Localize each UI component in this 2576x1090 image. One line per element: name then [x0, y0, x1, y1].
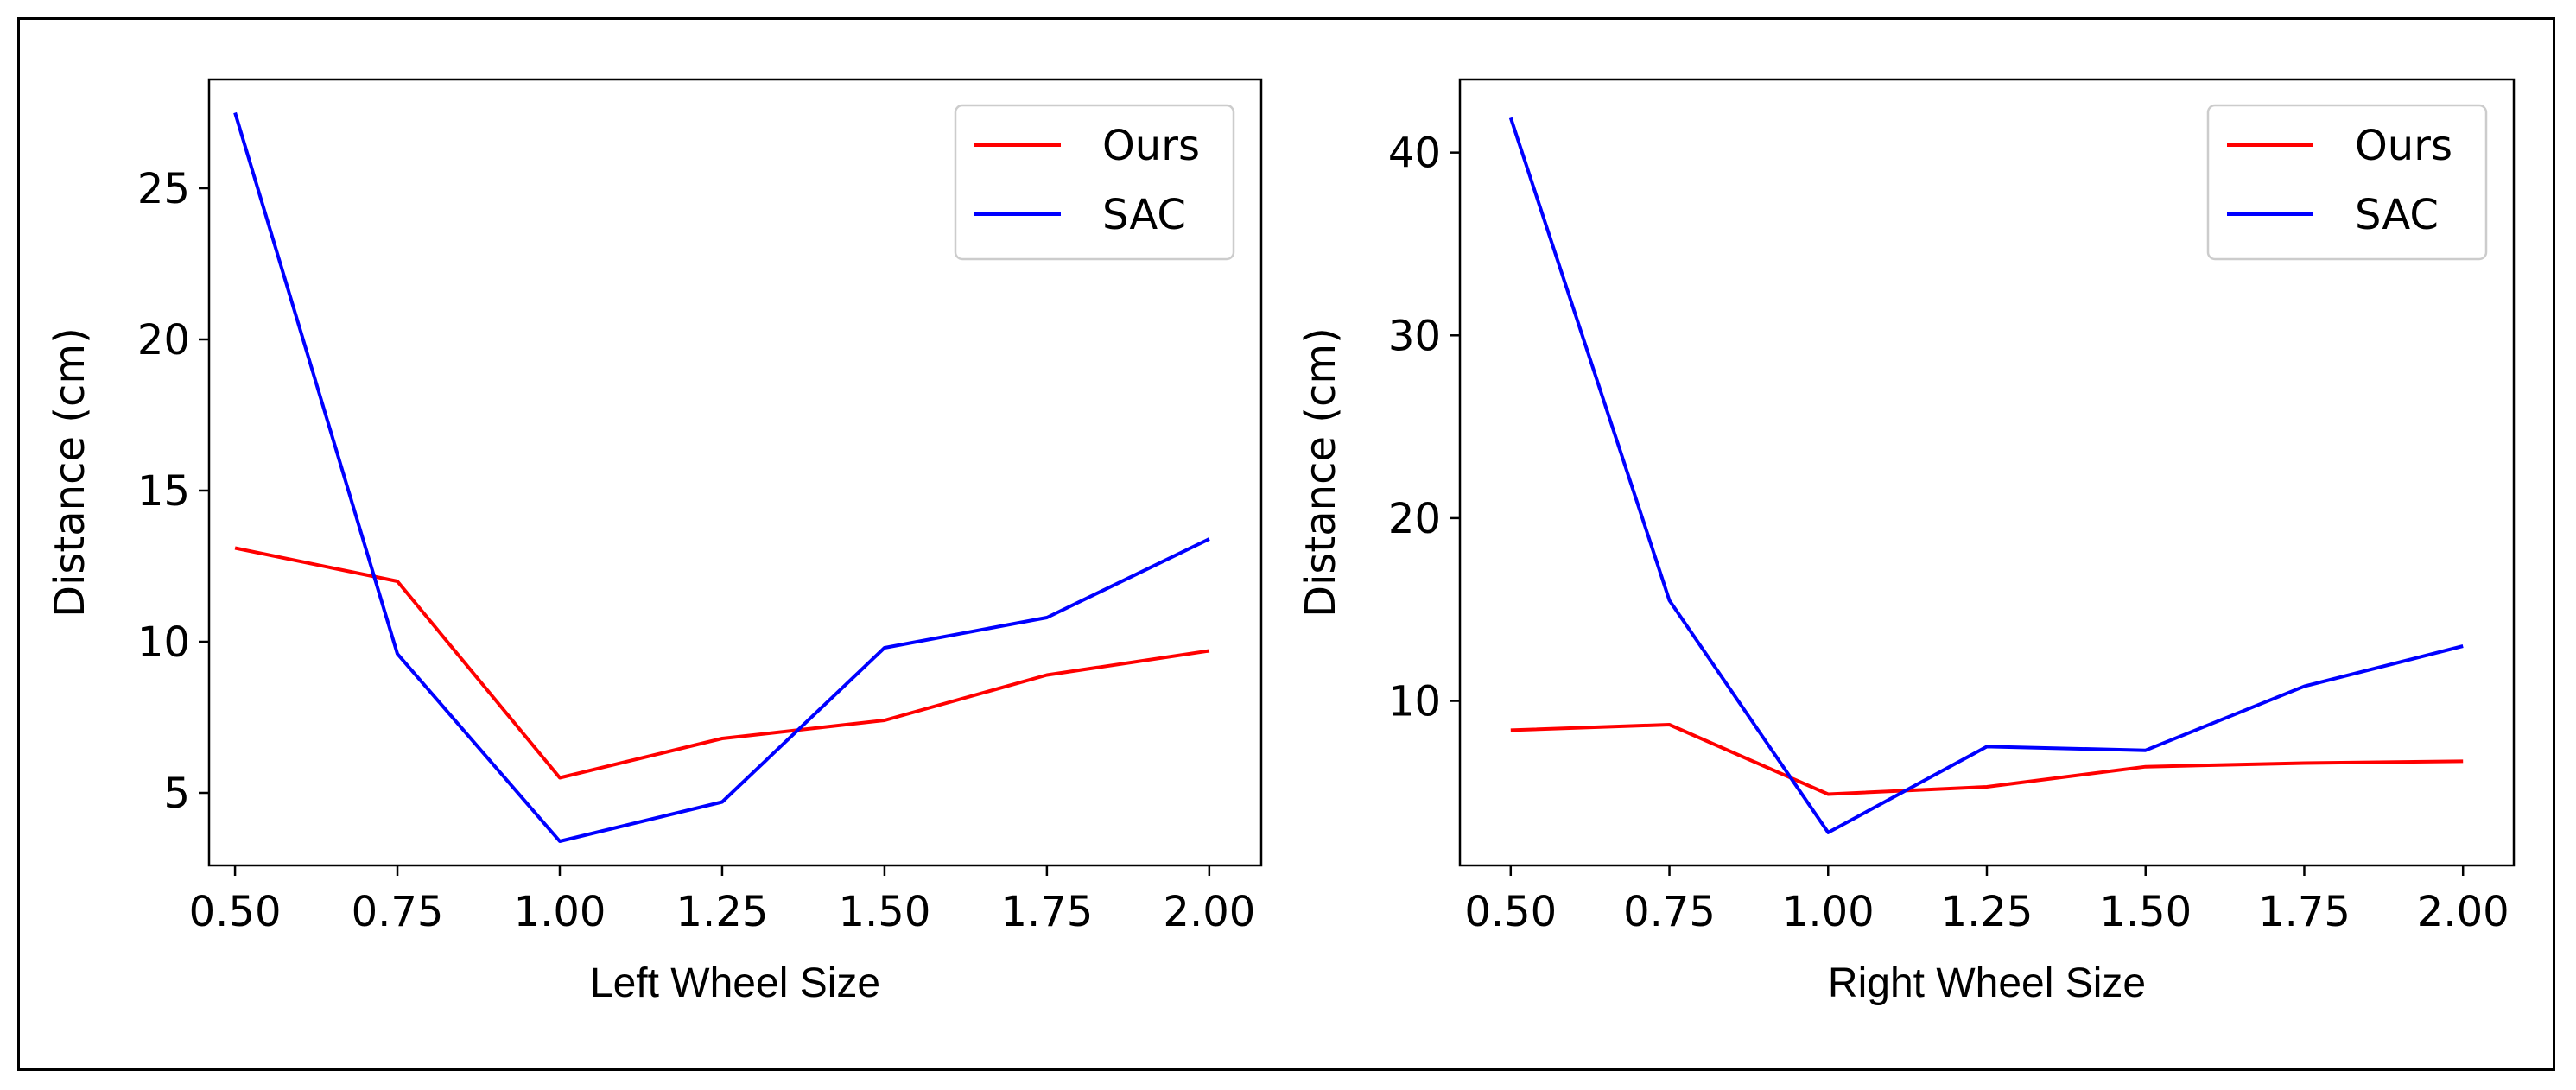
y-tick-label: 20 — [137, 316, 190, 364]
x-tick-label: 2.00 — [1163, 888, 1255, 936]
chart-panel-left: 0.50 0.75 1.00 1.25 1.50 1.75 2.00 5 10 15 20 25 Lef… — [46, 78, 1263, 1006]
x-tick-label: 1.50 — [2099, 888, 2192, 936]
series-line-sac — [233, 111, 1210, 843]
x-tick-label: 2.00 — [2417, 888, 2509, 936]
legend-label-sac: SAC — [1102, 191, 1186, 239]
x-tick-label: 1.75 — [2258, 888, 2351, 936]
series-line-ours — [234, 546, 1210, 780]
legend: Ours SAC — [954, 104, 1235, 261]
x-tick-label: 1.00 — [514, 888, 606, 936]
figure-frame — [17, 17, 2555, 1071]
x-tick-label: 0.50 — [189, 888, 282, 936]
x-tick-label: 0.50 — [1464, 888, 1557, 936]
y-tick-label: 25 — [137, 165, 190, 213]
x-tick-label: 1.25 — [676, 888, 769, 936]
series-line-sac — [1508, 117, 2464, 834]
x-tick-label: 0.75 — [352, 888, 444, 936]
y-tick-label: 30 — [1388, 312, 1441, 360]
y-tick-label: 40 — [1388, 130, 1441, 178]
x-tick-label: 1.00 — [1782, 888, 1875, 936]
plot-area-frame — [207, 78, 1263, 867]
x-axis-label: Right Wheel Size — [1828, 960, 2146, 1006]
series-line-ours — [1510, 723, 2464, 796]
y-axis-label: Distance (cm) — [46, 327, 94, 618]
x-tick-label: 0.75 — [1623, 888, 1716, 936]
y-axis-label: Distance (cm) — [1297, 327, 1345, 618]
x-axis-label: Left Wheel Size — [590, 960, 880, 1006]
x-tick-label: 1.25 — [1941, 888, 2034, 936]
x-tick-label: 1.75 — [1000, 888, 1093, 936]
y-tick-label: 20 — [1388, 495, 1441, 543]
chart-panel-right: 0.50 0.75 1.00 1.25 1.50 1.75 2.00 10 20 30 40 Righ… — [1297, 78, 2516, 1006]
legend-label-sac: SAC — [2355, 191, 2439, 239]
legend: Ours SAC — [2206, 104, 2488, 261]
x-tick-label: 1.50 — [838, 888, 930, 936]
legend-label-ours: Ours — [2355, 122, 2452, 170]
y-tick-label: 5 — [163, 770, 190, 818]
legend-label-ours: Ours — [1102, 122, 1200, 170]
y-tick-label: 10 — [137, 618, 190, 667]
y-tick-label: 15 — [137, 467, 190, 516]
y-tick-label: 10 — [1388, 678, 1441, 726]
